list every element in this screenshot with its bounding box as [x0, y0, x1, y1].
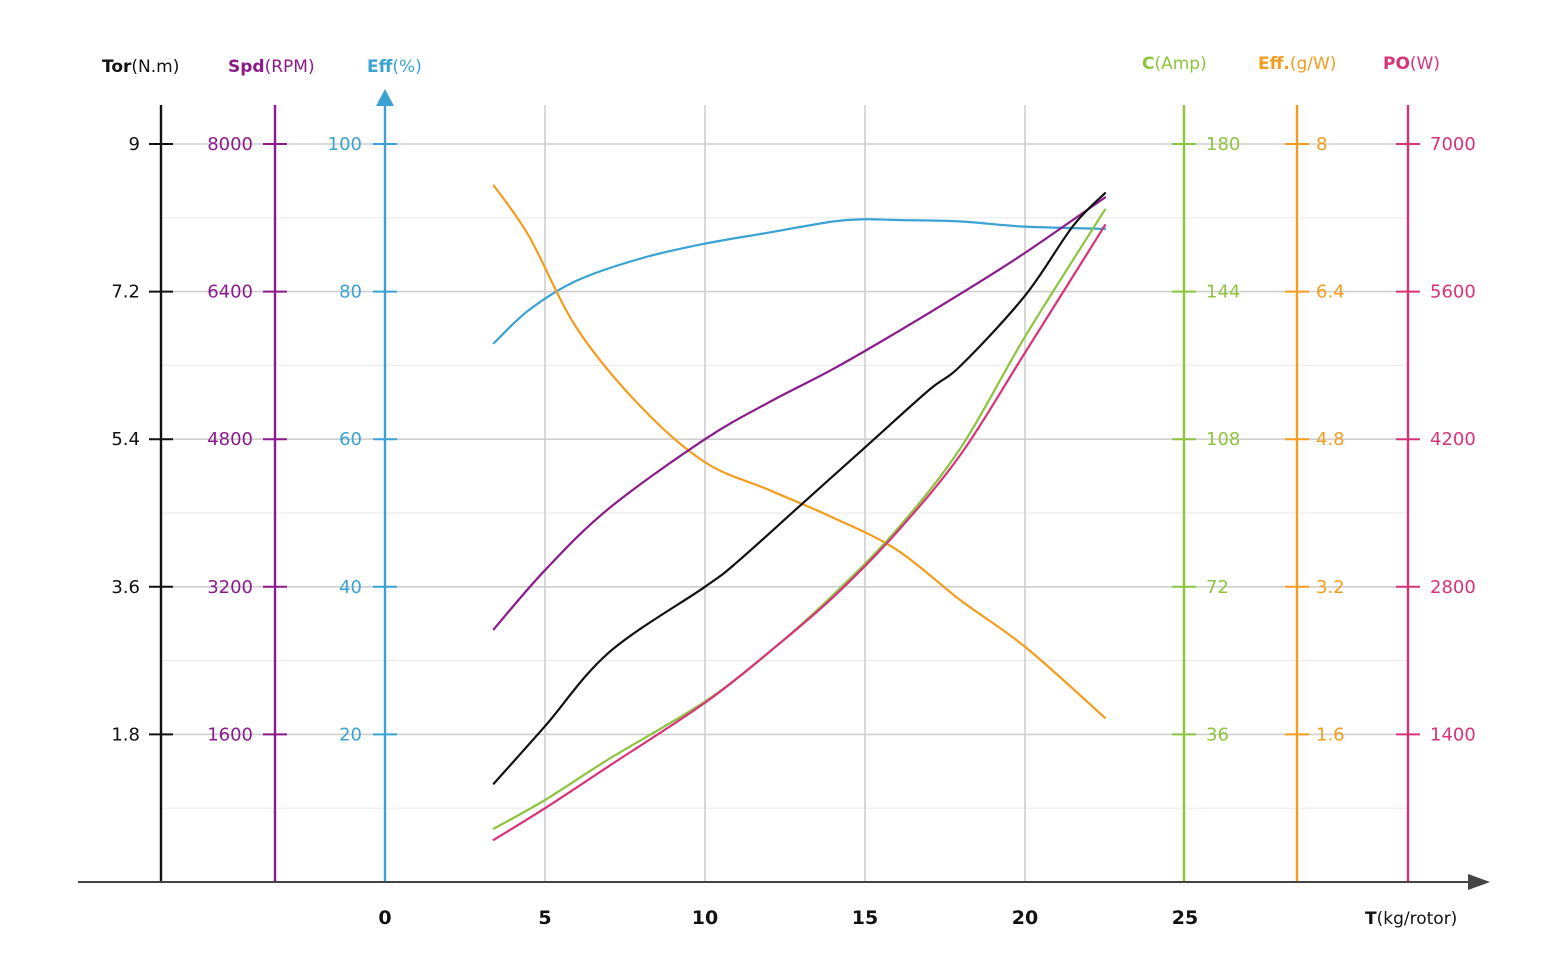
x-tick-label: 5	[538, 907, 551, 929]
x-tick-label: 15	[852, 907, 878, 929]
x-tick-label: 20	[1012, 907, 1038, 929]
tick-label-effg: 3.2	[1316, 577, 1345, 598]
series-line-effg	[492, 184, 1107, 719]
series-line-c	[492, 208, 1107, 830]
tick-label-tor: 7.2	[111, 282, 140, 303]
tick-label-po: 5600	[1430, 282, 1476, 303]
labels-layer: 9 7.2 5.4 3.6 1.8 Tor(N.m) 8000 6400 4800 3200 160…	[102, 54, 1476, 929]
axes-layer	[78, 89, 1490, 890]
tick-label-effg: 1.6	[1316, 724, 1345, 745]
x-tick-label: 0	[378, 907, 391, 929]
tick-label-tor: 9	[129, 134, 140, 155]
axis-title-tor: Tor(N.m)	[102, 57, 179, 77]
tick-label-tor: 1.8	[111, 724, 140, 745]
tick-label-spd: 8000	[207, 134, 253, 155]
x-axis-title: T(kg/rotor)	[1365, 909, 1457, 929]
tick-label-spd: 3200	[207, 577, 253, 598]
tick-label-eff: 100	[328, 134, 362, 155]
tick-label-effg: 4.8	[1316, 429, 1345, 450]
axis-title-effg: Eff.(g/W)	[1258, 54, 1336, 74]
tick-label-eff: 80	[339, 282, 362, 303]
tick-label-eff: 60	[339, 429, 362, 450]
axis-arrow-up-icon	[376, 89, 394, 106]
tick-label-c: 36	[1206, 724, 1229, 745]
x-tick-label: 10	[692, 907, 718, 929]
tick-label-po: 2800	[1430, 577, 1476, 598]
tick-label-spd: 4800	[207, 429, 253, 450]
tick-label-c: 144	[1206, 282, 1240, 303]
tick-label-c: 108	[1206, 429, 1240, 450]
tick-label-tor: 5.4	[111, 429, 140, 450]
axis-title-po: PO(W)	[1383, 54, 1440, 74]
tick-label-po: 7000	[1430, 134, 1476, 155]
series-line-tor	[492, 192, 1107, 785]
tick-label-tor: 3.6	[111, 577, 140, 598]
series-line-eff	[492, 218, 1107, 345]
tick-label-po: 4200	[1430, 429, 1476, 450]
grid-layer	[160, 105, 1410, 882]
tick-label-effg: 6.4	[1316, 282, 1345, 303]
tick-label-effg: 8	[1316, 134, 1327, 155]
tick-label-c: 72	[1206, 577, 1229, 598]
tick-label-eff: 40	[339, 577, 362, 598]
series-line-po	[492, 224, 1107, 841]
series-line-spd	[492, 196, 1107, 631]
tick-label-spd: 6400	[207, 282, 253, 303]
tick-label-spd: 1600	[207, 724, 253, 745]
x-tick-label: 25	[1172, 907, 1198, 929]
axis-title-spd: Spd(RPM)	[228, 57, 315, 77]
axis-title-eff: Eff(%)	[367, 57, 422, 77]
tick-label-c: 180	[1206, 134, 1240, 155]
tick-label-eff: 20	[339, 724, 362, 745]
series-layer	[492, 184, 1107, 841]
tick-label-po: 1400	[1430, 724, 1476, 745]
x-axis-arrow-icon	[1468, 874, 1490, 890]
axis-title-c: C(Amp)	[1142, 54, 1207, 74]
